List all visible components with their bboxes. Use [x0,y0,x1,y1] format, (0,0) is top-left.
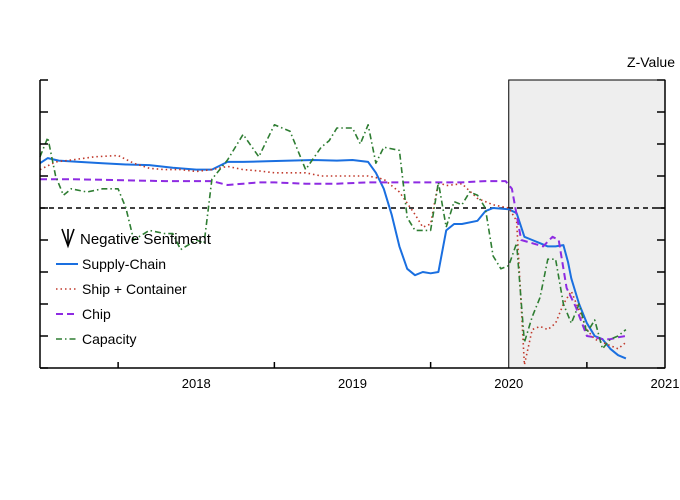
axes-layer: 2018 2019 2020 2021 [39,79,680,391]
legend-label-ship-container: Ship + Container [82,281,187,297]
legend-item-capacity: Capacity [56,331,136,347]
series-line-supply-chain [39,157,627,360]
negative-sentiment-annotation: Negative Sentiment [61,228,212,249]
legend-label-chip: Chip [82,306,111,322]
unit-label: Z-Value [627,54,675,70]
series-layer [39,124,627,366]
x-tick-label: 2019 [338,376,367,391]
x-tick-label: 2020 [494,376,523,391]
series-line-capacity [39,124,627,350]
legend-item-supply-chain: Supply-Chain [56,256,166,272]
down-arrow-icon [61,228,75,249]
series-line-chip [40,178,627,341]
series-line-ship-container [39,154,627,366]
forecast-shade [508,79,666,369]
legend-label-capacity: Capacity [82,331,136,347]
negative-sentiment-label: Negative Sentiment [80,231,212,248]
x-tick-label: 2018 [182,376,211,391]
x-tick-label: 2021 [651,376,680,391]
legend-item-chip: Chip [56,306,111,322]
legend-label-supply-chain: Supply-Chain [82,256,166,272]
legend-item-ship-container: Ship + Container [56,281,187,297]
legend: Negative Sentiment Supply-Chain Ship + C… [56,228,212,347]
